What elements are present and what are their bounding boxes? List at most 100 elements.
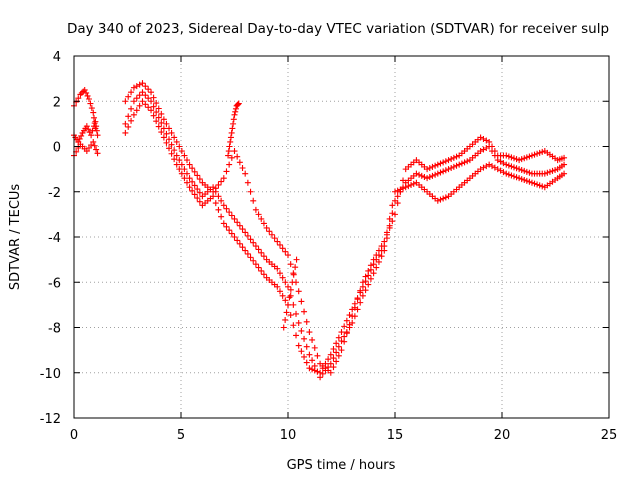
data-point (317, 369, 324, 376)
data-point (194, 172, 201, 179)
data-point (365, 272, 372, 279)
data-point (260, 220, 267, 227)
data-point (247, 188, 254, 195)
data-point (292, 264, 299, 271)
data-point (440, 159, 447, 166)
data-point (86, 129, 93, 136)
data-point (76, 135, 83, 142)
data-point (194, 186, 201, 193)
data-point (282, 248, 289, 255)
data-point (293, 256, 300, 263)
data-point (158, 110, 165, 117)
data-point (418, 172, 425, 179)
x-tick-label: 5 (177, 428, 185, 443)
data-point (483, 145, 490, 152)
data-point (303, 343, 310, 350)
data-point (528, 179, 535, 186)
data-point (136, 102, 143, 109)
data-point (432, 162, 439, 169)
data-point (437, 169, 444, 176)
data-point (84, 92, 91, 99)
data-point (333, 349, 340, 356)
data-point (314, 352, 321, 359)
data-point (186, 161, 193, 168)
data-point (223, 223, 230, 230)
data-point (287, 261, 294, 268)
data-point (286, 294, 293, 301)
data-point (298, 327, 305, 334)
data-point (271, 235, 278, 242)
data-point (239, 164, 246, 171)
data-point (489, 148, 496, 155)
data-point (282, 279, 289, 286)
data-point (453, 162, 460, 169)
data-point (434, 161, 441, 168)
data-point (225, 148, 232, 155)
data-point (274, 238, 281, 245)
data-point (448, 164, 455, 171)
data-point (228, 129, 235, 136)
data-point (252, 206, 259, 213)
data-point (341, 333, 348, 340)
data-point (183, 179, 190, 186)
data-point (503, 170, 510, 177)
data-point (381, 243, 388, 250)
data-point (276, 288, 283, 295)
data-point (405, 183, 412, 190)
y-tick-label: -2 (48, 186, 61, 201)
data-point (410, 180, 417, 187)
data-point (322, 360, 329, 367)
data-point (289, 279, 296, 286)
data-point (125, 123, 132, 130)
data-point (133, 95, 140, 102)
data-point (189, 165, 196, 172)
data-point (181, 175, 188, 182)
data-point (282, 316, 289, 323)
data-point (268, 231, 275, 238)
data-point (370, 270, 377, 277)
data-point (413, 170, 420, 177)
data-point (186, 175, 193, 182)
data-point (389, 210, 396, 217)
data-point (464, 158, 471, 165)
data-point (133, 83, 140, 90)
data-point (173, 138, 180, 145)
data-point (295, 342, 302, 349)
x-tick-label: 15 (387, 428, 404, 443)
data-point (212, 188, 219, 195)
data-point (258, 215, 265, 222)
data-point (523, 177, 530, 184)
data-point (91, 142, 98, 149)
data-point (333, 358, 340, 365)
data-point (561, 154, 568, 161)
data-point (85, 145, 92, 152)
data-point (236, 159, 243, 166)
data-point (244, 250, 251, 257)
data-point (220, 175, 227, 182)
data-point (183, 170, 190, 177)
data-point (392, 211, 398, 218)
data-point (349, 319, 356, 326)
data-point (293, 310, 300, 317)
data-point (236, 222, 243, 229)
data-point (521, 176, 528, 183)
data-point (330, 345, 337, 352)
data-point (306, 329, 313, 336)
data-point (301, 335, 308, 342)
data-point (260, 271, 267, 278)
data-point (290, 271, 297, 278)
data-point (210, 193, 217, 200)
data-point (343, 329, 350, 336)
data-point (434, 170, 441, 177)
y-tick-label: -8 (48, 322, 61, 337)
data-point (90, 138, 97, 145)
data-point (523, 168, 530, 175)
data-point (128, 117, 135, 124)
data-point (386, 215, 393, 222)
data-point (335, 343, 342, 350)
data-point (367, 266, 374, 273)
data-point (155, 105, 162, 112)
data-point (88, 105, 95, 112)
data-point (370, 261, 377, 268)
